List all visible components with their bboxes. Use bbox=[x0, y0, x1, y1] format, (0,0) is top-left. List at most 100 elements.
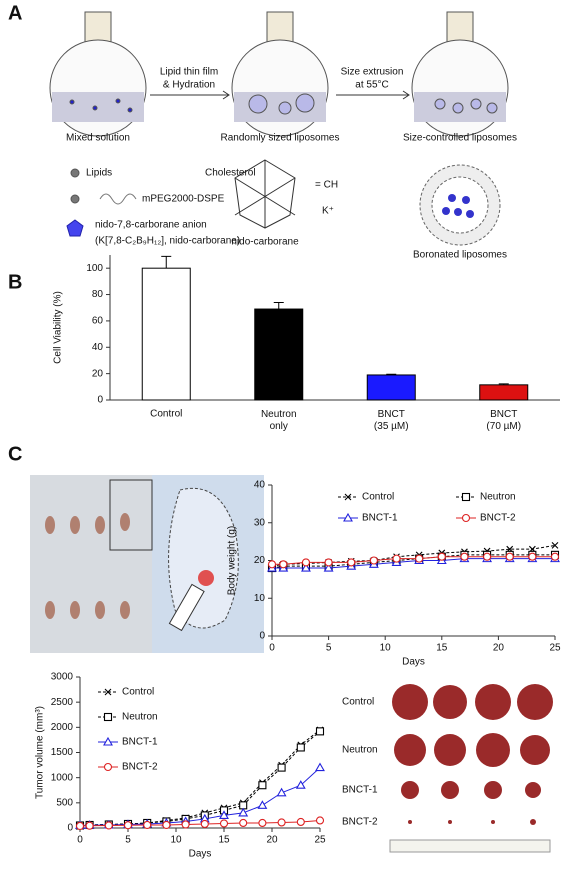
marker bbox=[276, 787, 287, 797]
marker bbox=[104, 821, 113, 830]
bar bbox=[254, 308, 304, 401]
marker bbox=[219, 810, 229, 819]
step-label: Mixed solution bbox=[66, 133, 130, 144]
marker bbox=[344, 493, 352, 501]
y-tick-label: 0 bbox=[67, 823, 73, 834]
y-tick-label: 3000 bbox=[51, 672, 74, 683]
x-axis-title: Days bbox=[402, 657, 425, 668]
marker bbox=[296, 743, 305, 752]
photo-label: Control bbox=[342, 697, 374, 708]
y-axis-title: Tumor volume (mm³) bbox=[35, 706, 46, 799]
marker bbox=[323, 562, 334, 572]
legend-label: BNCT-1 bbox=[122, 737, 158, 748]
series-line bbox=[79, 729, 321, 826]
y-tick-label: 10 bbox=[254, 593, 266, 604]
marker bbox=[528, 552, 537, 561]
marker bbox=[277, 763, 286, 772]
x-tick-label: 0 bbox=[77, 835, 83, 846]
panel-label: A bbox=[8, 2, 22, 24]
marker bbox=[238, 807, 249, 817]
x-tick-label: 0 bbox=[269, 643, 275, 654]
marker bbox=[550, 552, 560, 561]
bar bbox=[141, 267, 191, 401]
y-axis-title: Cell Viability (%) bbox=[53, 291, 64, 364]
x-tick-label: BNCT (35 µM) bbox=[374, 409, 409, 432]
photo-label: BNCT-1 bbox=[342, 785, 378, 796]
marker bbox=[162, 820, 171, 830]
marker bbox=[296, 817, 305, 827]
marker bbox=[324, 558, 333, 567]
marker bbox=[103, 736, 113, 746]
k-label: K⁺ bbox=[322, 206, 334, 217]
marker bbox=[315, 727, 325, 736]
marker bbox=[301, 562, 311, 572]
legend-label: mPEG2000-DSPE bbox=[142, 194, 225, 205]
y-tick-label: 20 bbox=[254, 555, 266, 566]
legend-label: BNCT-2 bbox=[122, 762, 158, 773]
x-tick-label: 5 bbox=[125, 835, 131, 846]
legend-label: Neutron bbox=[480, 492, 516, 503]
marker bbox=[437, 552, 446, 561]
panel-label: C bbox=[8, 443, 22, 465]
marker bbox=[315, 762, 325, 772]
x-tick-label: 15 bbox=[436, 643, 448, 654]
marker bbox=[104, 688, 112, 696]
ch-label: = CH bbox=[315, 180, 338, 191]
photo-label: Neutron bbox=[342, 745, 378, 756]
y-tick-label: 100 bbox=[86, 263, 103, 274]
arrow-label: Lipid thin film bbox=[160, 67, 218, 78]
marker bbox=[143, 820, 152, 830]
y-tick-label: 0 bbox=[259, 631, 265, 642]
y-tick-label: 2000 bbox=[51, 722, 74, 733]
photos bbox=[30, 475, 553, 853]
y-tick-label: 500 bbox=[56, 797, 73, 808]
y-tick-label: 60 bbox=[92, 316, 104, 327]
legend-label: Cholesterol bbox=[205, 168, 256, 179]
y-tick-label: 0 bbox=[97, 395, 103, 406]
marker bbox=[85, 821, 94, 830]
y-tick-label: 1500 bbox=[51, 747, 74, 758]
marker bbox=[200, 819, 209, 829]
error-bar bbox=[498, 383, 509, 385]
legend-label: Lipids bbox=[86, 168, 112, 179]
x-tick-label: 10 bbox=[170, 835, 182, 846]
step-label: Size-controlled liposomes bbox=[403, 133, 517, 144]
y-tick-label: 2500 bbox=[51, 697, 74, 708]
structure-label: nido-carborane bbox=[231, 237, 299, 248]
arrow-label: at 55°C bbox=[355, 80, 388, 91]
marker bbox=[103, 712, 113, 722]
product-label: Boronated liposomes bbox=[413, 250, 507, 261]
legend-label: Control bbox=[362, 492, 394, 503]
error-bar bbox=[161, 255, 172, 269]
x-tick-label: 25 bbox=[314, 835, 326, 846]
marker bbox=[392, 554, 401, 563]
panel-label: B bbox=[8, 271, 22, 293]
x-tick-label: 20 bbox=[493, 643, 505, 654]
step-label: Randomly sized liposomes bbox=[221, 133, 340, 144]
marker bbox=[123, 821, 133, 830]
marker bbox=[347, 558, 356, 567]
series-line bbox=[79, 730, 321, 826]
x-tick-label: 25 bbox=[549, 643, 561, 654]
photo-label: BNCT-2 bbox=[342, 817, 378, 828]
marker bbox=[279, 560, 288, 569]
y-tick-label: 20 bbox=[92, 368, 104, 379]
marker bbox=[505, 552, 514, 561]
series-line bbox=[272, 558, 555, 569]
legend-label: (K[7,8-C₂B₉H₁₂], nido-carborane) bbox=[95, 236, 240, 247]
x-tick-label: 20 bbox=[266, 835, 278, 846]
x-tick-label: 10 bbox=[380, 643, 392, 654]
marker bbox=[343, 512, 353, 522]
marker bbox=[219, 819, 229, 828]
bar bbox=[479, 384, 529, 401]
marker bbox=[483, 552, 492, 561]
arrow-label: Size extrusion bbox=[341, 67, 404, 78]
y-tick-label: 40 bbox=[92, 342, 104, 353]
marker bbox=[277, 818, 286, 827]
legend-label: Neutron bbox=[122, 712, 158, 723]
x-axis-title: Days bbox=[189, 849, 212, 860]
marker bbox=[301, 558, 311, 567]
x-tick-label: 15 bbox=[218, 835, 230, 846]
legend-label: BNCT-1 bbox=[362, 513, 398, 524]
